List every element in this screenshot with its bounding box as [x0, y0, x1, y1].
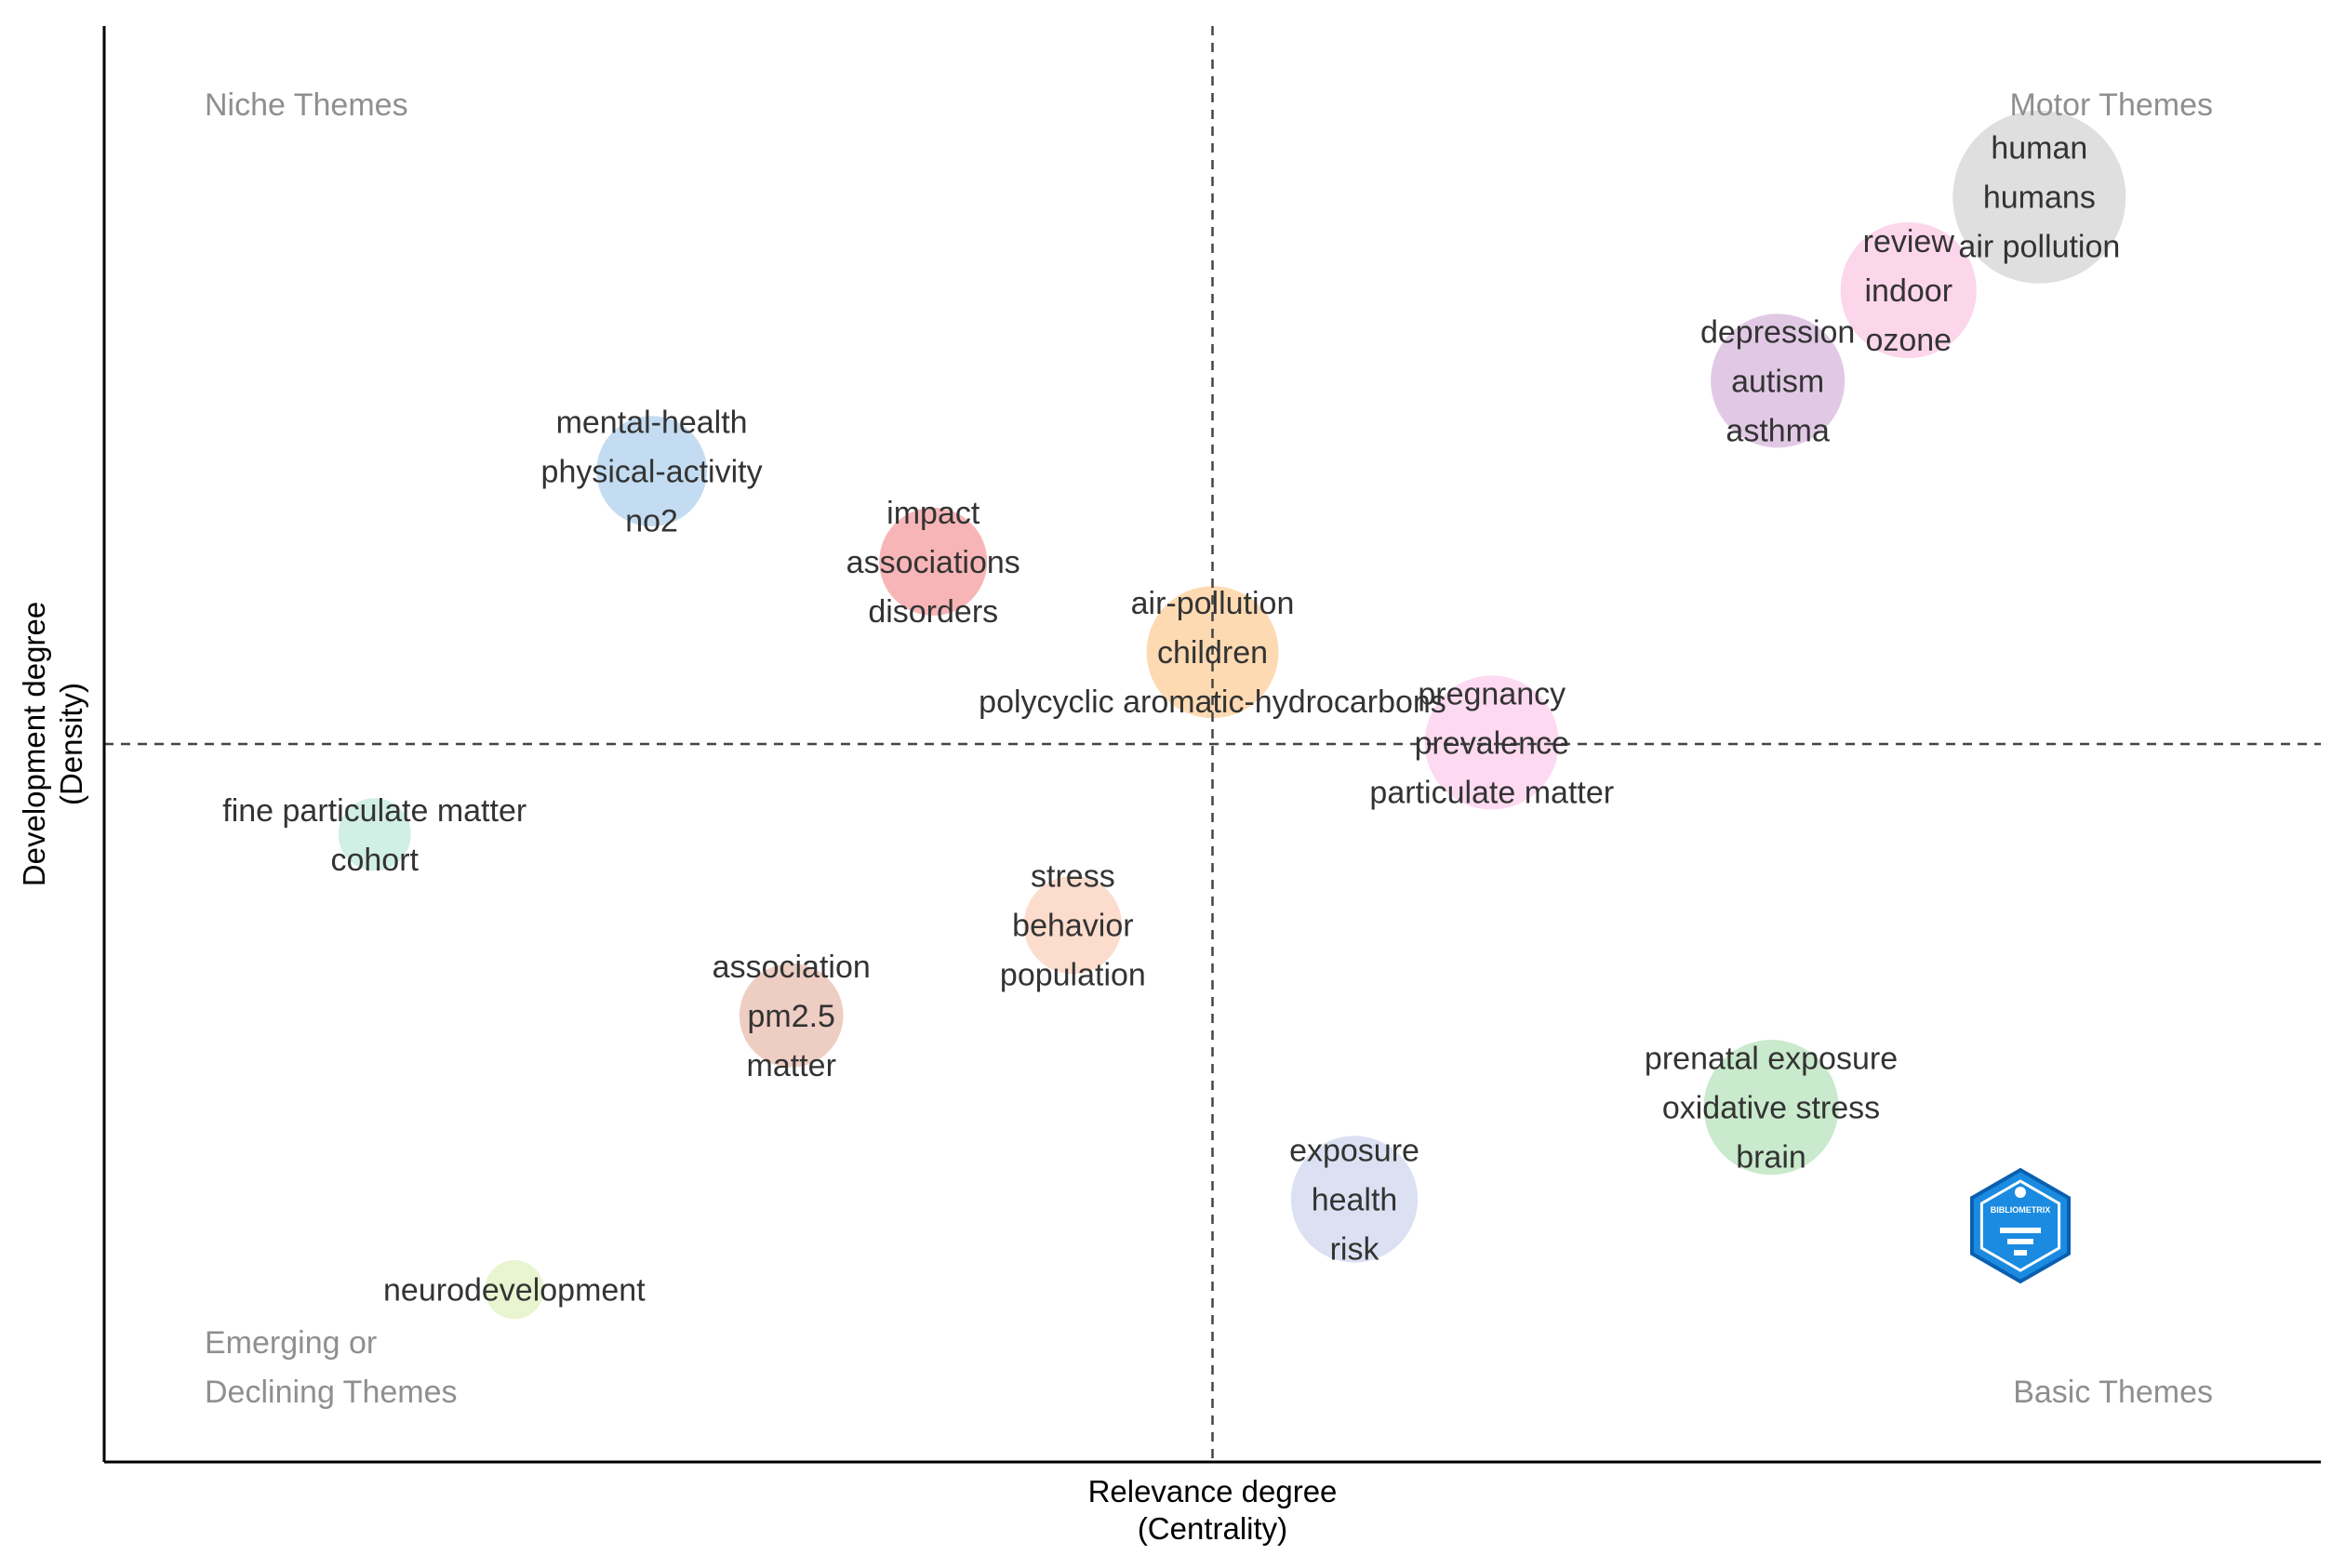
axes: Relevance degree(Centrality) Development … — [17, 26, 2321, 1546]
cluster-bubble[interactable] — [1290, 1136, 1419, 1263]
cluster-word-label: human — [1991, 131, 2087, 166]
cluster-word-label: polycyclic aromatic-hydrocarbons — [979, 684, 1446, 720]
cluster-word-label: prenatal exposure — [1645, 1042, 1898, 1077]
quadrant-label-top-left: Niche Themes — [205, 87, 408, 123]
cluster-word-label: disorders — [868, 594, 998, 630]
logo-bar — [2000, 1228, 2041, 1233]
cluster-word-label: brain — [1736, 1140, 1806, 1176]
cluster-word-label: neurodevelopment — [383, 1273, 646, 1309]
y-axis-title-group: Development degree (Density) — [17, 602, 88, 886]
logo-inner-hexagon — [1979, 1179, 2061, 1272]
cluster-word-label: exposure — [1289, 1133, 1419, 1168]
cluster-bubble[interactable] — [1711, 313, 1846, 448]
cluster-bubble[interactable] — [879, 507, 988, 616]
cluster-bubble[interactable] — [1023, 875, 1123, 975]
cluster-word-label: cohort — [330, 843, 419, 878]
cluster-word-label: risk — [1330, 1231, 1380, 1267]
cluster-word-label: humans — [1983, 180, 2096, 216]
cluster-bubble[interactable] — [1703, 1040, 1839, 1176]
cluster-word-label: impact — [886, 496, 980, 531]
cluster-word-label: pregnancy — [1418, 676, 1566, 711]
logo-hexagon — [1970, 1167, 2071, 1284]
cluster-bubble[interactable] — [338, 798, 411, 871]
cluster-bubble[interactable] — [1952, 110, 2126, 284]
logo-bar — [2007, 1239, 2033, 1244]
cluster-word-label: matter — [747, 1048, 836, 1083]
y-axis-title: (Density) — [54, 683, 88, 805]
quadrant-label-bottom-left: Declining Themes — [205, 1375, 458, 1410]
cluster-word-label: indoor — [1865, 273, 1953, 309]
cluster-word-label: asthma — [1726, 413, 1830, 448]
quadrant-labels: Niche Themes Motor Themes Emerging or Decli… — [205, 87, 2213, 1410]
cluster-word-label: ozone — [1865, 323, 1952, 358]
cluster-word-label: associations — [846, 545, 1020, 580]
bibliometrix-logo: BIBLIOMETRIX — [1970, 1167, 2071, 1284]
cluster-word-label: association — [713, 950, 871, 985]
logo-text: BIBLIOMETRIX — [1991, 1205, 2051, 1215]
x-axis-title: Relevance degree — [1088, 1474, 1338, 1508]
cluster-word-label: prevalence — [1415, 725, 1569, 761]
cluster-word-label: health — [1312, 1182, 1398, 1217]
cluster-word-label: mental-health — [556, 405, 748, 441]
reference-lines — [104, 26, 2321, 1462]
logo-bar — [2014, 1250, 2027, 1256]
logo-dot — [2015, 1187, 2026, 1198]
cluster-word-label: air pollution — [1958, 230, 2120, 265]
cluster-bubble[interactable] — [596, 416, 707, 527]
cluster-bubble[interactable] — [1424, 675, 1559, 810]
cluster-bubble[interactable] — [1840, 221, 1977, 359]
cluster-word-label: stress — [1031, 859, 1115, 895]
quadrant-label-bottom-left: Emerging or — [205, 1325, 377, 1361]
cluster-word-label: no2 — [625, 504, 678, 539]
bubble-layer — [338, 110, 2126, 1320]
cluster-word-label: particulate matter — [1369, 775, 1614, 810]
cluster-word-label: review — [1863, 224, 1955, 259]
y-axis-title: Development degree — [17, 602, 51, 886]
cluster-word-label: oxidative stress — [1662, 1091, 1880, 1126]
cluster-bubble[interactable] — [485, 1260, 544, 1320]
quadrant-label-bottom-right: Basic Themes — [2013, 1375, 2213, 1410]
cluster-word-label: population — [1000, 958, 1146, 993]
x-axis-title: (Centrality) — [1138, 1511, 1287, 1546]
cluster-word-label: physical-activity — [541, 455, 763, 490]
quadrant-label-top-right: Motor Themes — [2009, 87, 2213, 123]
cluster-word-label: fine particulate matter — [222, 793, 526, 829]
cluster-word-label: depression — [1700, 314, 1855, 350]
cluster-word-label: children — [1157, 635, 1268, 671]
cluster-word-label: pm2.5 — [747, 999, 835, 1034]
cluster-word-label: behavior — [1012, 909, 1133, 944]
cluster-bubble[interactable] — [739, 963, 844, 1068]
cluster-word-label: autism — [1731, 364, 1824, 399]
cluster-word-label: air-pollution — [1131, 586, 1295, 621]
